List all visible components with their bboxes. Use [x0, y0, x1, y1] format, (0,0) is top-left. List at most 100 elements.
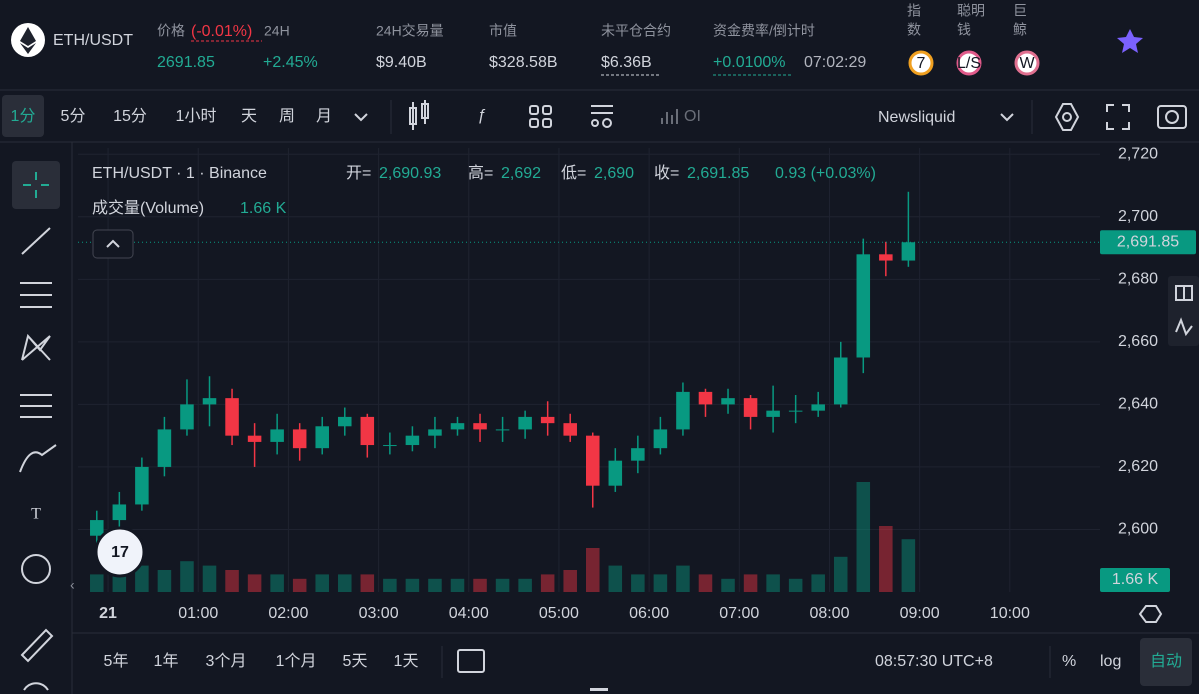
candle-body — [608, 460, 623, 486]
log-toggle[interactable]: log — [1100, 653, 1121, 670]
candle-body — [495, 429, 510, 431]
candle-body — [225, 398, 239, 436]
interval-button[interactable]: 天 — [241, 108, 257, 125]
range-button[interactable]: 1个月 — [276, 652, 317, 670]
whale-badge[interactable] — [1014, 50, 1040, 76]
x-tick-label: 03:00 — [359, 605, 399, 622]
whale-badge-text: W — [1019, 55, 1035, 72]
mcap: $328.58B — [489, 54, 558, 71]
y-tick-label: 2,660 — [1118, 333, 1158, 350]
magnet-tool[interactable] — [23, 682, 49, 691]
last-volume-label: 1.66 K — [1112, 571, 1159, 588]
candle-body — [450, 423, 465, 430]
high-value: 2,692 — [501, 165, 541, 182]
emoji-tool[interactable] — [21, 554, 51, 584]
volume-bar — [879, 526, 893, 592]
volume-bar — [157, 570, 172, 592]
index-label: 指 — [907, 3, 921, 19]
x-tick-label: 08:00 — [809, 605, 849, 622]
y-tick-label: 2,700 — [1118, 208, 1158, 225]
favorite-star[interactable] — [1117, 29, 1143, 53]
interval-button[interactable]: 月 — [316, 108, 332, 125]
interval-button[interactable]: 1分 — [11, 107, 36, 125]
x-tick-label: 07:00 — [719, 605, 759, 622]
interval-button[interactable]: 15分 — [113, 107, 147, 125]
volume-bar — [563, 570, 577, 592]
chevron[interactable] — [354, 113, 368, 122]
wave-icon[interactable] — [1175, 317, 1193, 337]
range-button[interactable]: 5年 — [104, 652, 129, 670]
oi-button[interactable]: OI — [684, 108, 701, 125]
forecast-tool[interactable] — [20, 394, 52, 418]
candle-body — [540, 416, 555, 424]
x-tick-label: 09:00 — [900, 605, 940, 622]
volume-value: 1.66 K — [240, 200, 287, 217]
range-button[interactable]: 1天 — [394, 653, 419, 670]
chevron[interactable] — [1000, 113, 1014, 122]
interval-button[interactable]: 5分 — [61, 107, 86, 125]
collapse-button[interactable] — [92, 229, 134, 259]
volume-bar — [833, 556, 848, 592]
layout-icon[interactable] — [529, 105, 552, 128]
candle-body — [563, 423, 577, 436]
close-value: 2,691.85 — [687, 165, 749, 182]
candle-icon[interactable] — [409, 100, 429, 130]
volume-bar — [743, 574, 758, 592]
range-button[interactable]: 1年 — [154, 652, 179, 670]
volume-bar — [135, 565, 149, 592]
volume-bar — [788, 578, 803, 592]
template-icon[interactable] — [591, 105, 613, 128]
auto-toggle[interactable]: 自动 — [1150, 652, 1182, 670]
x-tick-label: 02:00 — [268, 605, 308, 622]
source[interactable]: Newsliquid — [878, 109, 955, 126]
volume-bar — [180, 561, 194, 592]
candle-body — [676, 391, 690, 430]
interval-button[interactable]: 1小时 — [176, 107, 217, 125]
fib-tool[interactable] — [20, 282, 52, 308]
candle-body — [338, 416, 352, 427]
text-tool[interactable]: T — [31, 506, 41, 523]
pattern-tool[interactable] — [21, 333, 51, 361]
x-tick-label: 21 — [99, 605, 117, 622]
interval-button[interactable]: 周 — [279, 108, 295, 125]
candle-body — [856, 254, 871, 358]
volume: $9.40B — [376, 54, 427, 71]
percent-toggle[interactable]: % — [1062, 653, 1076, 670]
x-tick-label: 06:00 — [629, 605, 669, 622]
ruler-tool[interactable] — [20, 628, 54, 663]
settings-icon[interactable] — [1054, 103, 1080, 131]
y-tick-label: 2,620 — [1118, 458, 1158, 475]
x-tick-label: 05:00 — [539, 605, 579, 622]
tv-logo[interactable] — [94, 526, 146, 578]
smart-badge[interactable] — [956, 50, 982, 76]
date-range-icon[interactable] — [457, 649, 485, 673]
scroll-left[interactable]: ‹ — [70, 577, 75, 593]
candle-body — [202, 398, 217, 405]
indicator-icon[interactable]: ƒ — [477, 107, 486, 124]
volume-bar — [450, 578, 465, 592]
trendline-tool[interactable] — [21, 227, 51, 255]
book-icon[interactable] — [1175, 285, 1193, 301]
brush-tool[interactable] — [19, 444, 57, 473]
symbol[interactable]: ETH/USDT — [53, 32, 133, 49]
fullscreen-icon[interactable] — [1106, 104, 1130, 130]
cursor-tool[interactable] — [23, 172, 49, 198]
range-button[interactable]: 5天 — [343, 653, 368, 670]
price-label: 价格 — [157, 23, 185, 39]
candle-body — [653, 429, 668, 449]
range-button[interactable]: 3个月 — [206, 652, 247, 670]
auto-bg — [1140, 638, 1192, 686]
camera-icon[interactable] — [1157, 105, 1187, 129]
clock: 08:57:30 UTC+8 — [875, 653, 993, 670]
candle-body — [879, 254, 893, 261]
last-volume-tag — [1100, 568, 1170, 592]
axis-settings[interactable] — [1138, 605, 1163, 623]
low-value: 2,690 — [594, 165, 634, 182]
oi: $6.36B — [601, 54, 652, 71]
close-label: 收= — [654, 164, 679, 182]
volume-bar — [405, 578, 420, 592]
candle-body — [788, 410, 803, 412]
index-badge[interactable] — [908, 50, 934, 76]
